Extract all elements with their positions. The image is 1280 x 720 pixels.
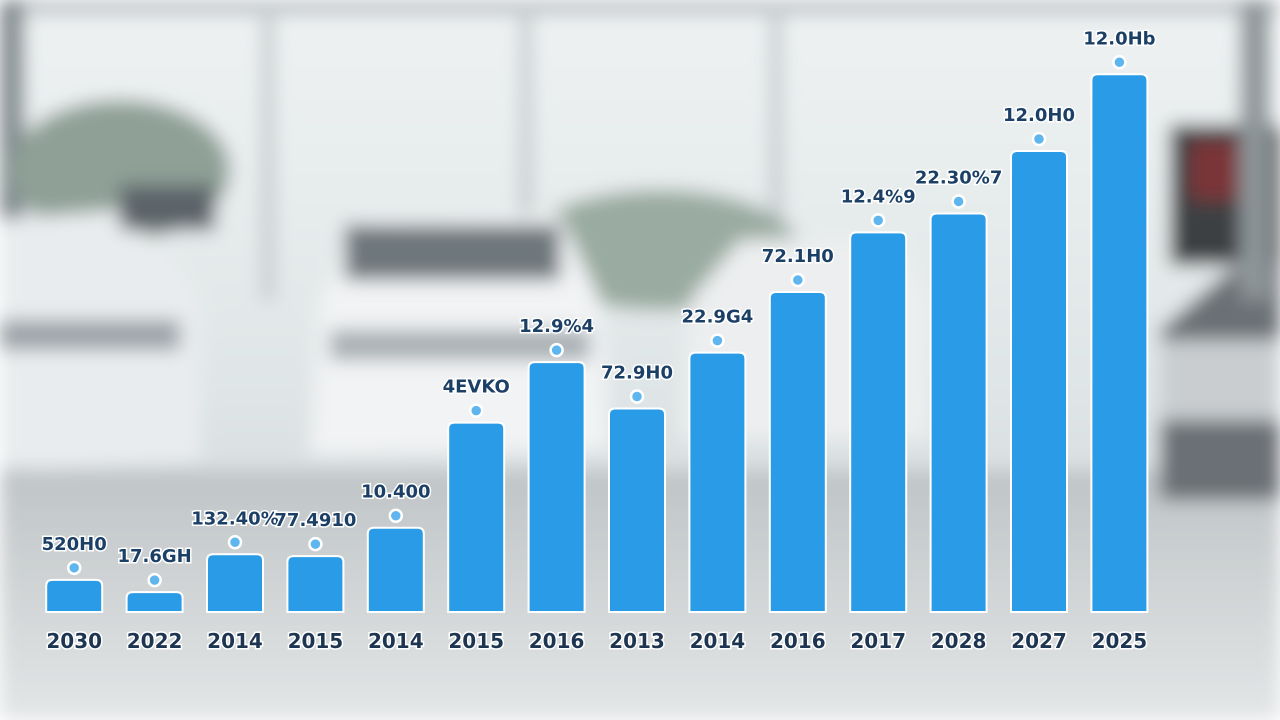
annotation: 22.9G4 [682,307,754,328]
x-tick-label: 2014 [690,629,746,653]
bar [929,212,988,613]
annotation: 520H0 [42,534,107,555]
annotation: 132.40% [191,508,279,529]
x-tick-label: 2013 [609,629,665,653]
bar-dot [951,194,966,209]
bar-dot [66,560,82,576]
bar [688,351,747,613]
x-tick-label: 2014 [207,629,263,653]
bar [45,578,104,613]
bar-dot [1031,131,1047,147]
annotation: 12.9%4 [519,316,594,337]
bar [286,555,345,613]
bar [849,231,908,613]
x-tick-label: 2017 [850,629,906,653]
annotation: 72.9H0 [601,362,673,383]
annotation: 12.0H0 [1003,105,1075,126]
bar-dot [870,213,886,228]
bar-dot [147,572,162,588]
annotation: 72.1H0 [762,246,834,267]
annotation: 77.4910 [274,510,356,531]
bar-dot [227,535,243,550]
bar [768,291,827,613]
bar [447,421,506,613]
annotation: 12.4%9 [841,186,916,207]
bar-dot [1112,55,1127,70]
x-tick-label: 2015 [448,629,504,653]
bar-dot [710,333,725,348]
bar-dot [468,403,484,418]
x-tick-label: 2027 [1011,629,1067,653]
bar [527,361,586,613]
bar [1010,149,1068,613]
x-tick-label: 2015 [288,629,344,653]
x-tick-label: 2028 [931,629,987,653]
bar [608,407,666,613]
x-tick-label: 2014 [368,629,424,653]
bar-dot [308,536,323,552]
x-tick-label: 2016 [529,629,585,653]
bar [125,591,184,613]
annotation: 4EVKO [443,377,510,398]
bar [206,553,264,613]
bar-dot [629,389,645,404]
x-tick-label: 2030 [46,629,102,653]
bar [1090,73,1149,613]
annotation: 12.0Hb [1083,28,1155,49]
annotation: 10.400 [361,482,430,503]
annotation: 22.30%7 [915,167,1003,188]
bar-dot [388,508,404,523]
bar-dot [549,342,564,358]
bar-dot [790,272,806,288]
x-tick-label: 2022 [127,629,183,653]
annotation: 17.6GH [117,546,191,567]
x-tick-label: 2016 [770,629,826,653]
x-tick-label: 2025 [1092,629,1148,653]
bar [366,526,425,613]
